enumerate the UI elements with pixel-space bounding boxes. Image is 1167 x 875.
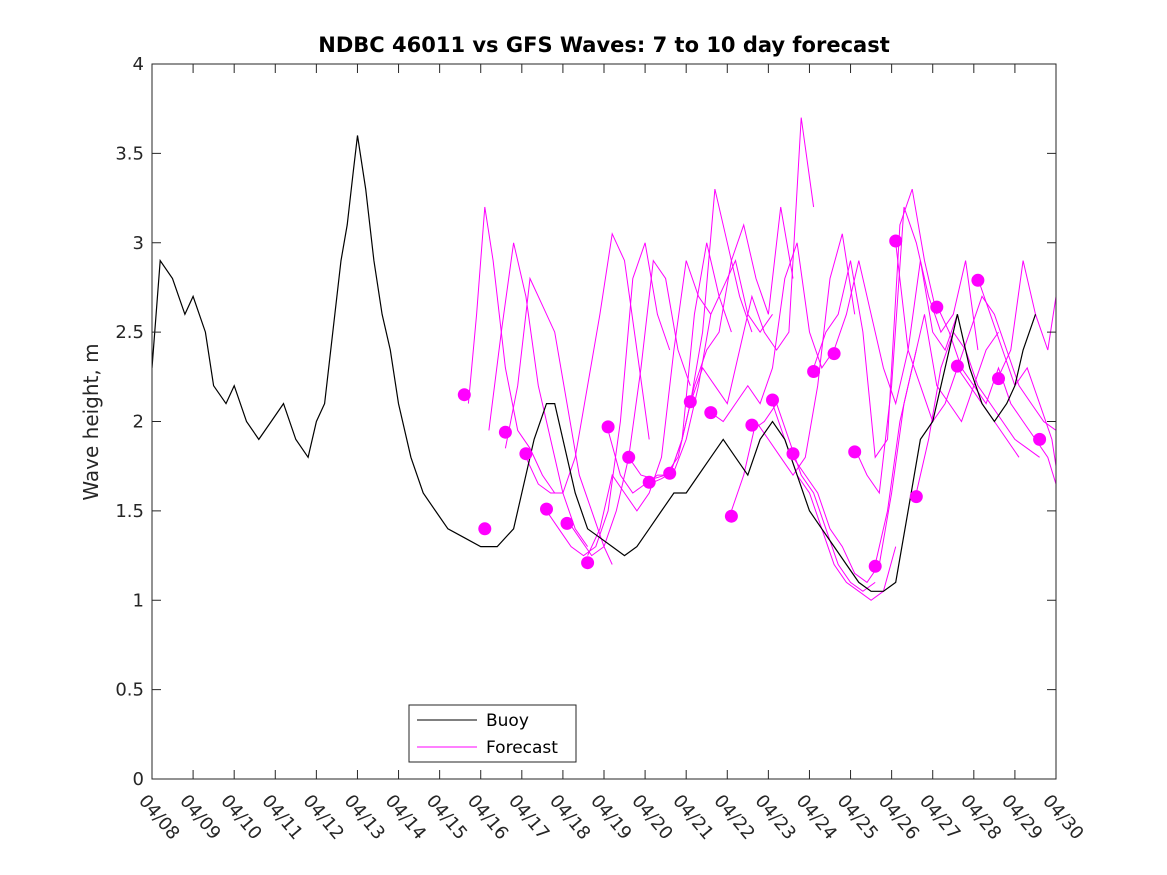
forecast-point xyxy=(786,447,800,461)
forecast-point xyxy=(601,420,615,434)
forecast-point xyxy=(498,425,512,439)
forecast-point xyxy=(457,388,471,402)
forecast-point xyxy=(971,273,985,287)
forecast-point xyxy=(519,447,533,461)
y-tick-label: 1 xyxy=(133,590,144,611)
plot-area xyxy=(152,117,1056,601)
data-series-group xyxy=(152,117,1056,601)
forecast-series-line-16 xyxy=(792,349,917,584)
forecast-point xyxy=(827,347,841,361)
forecast-point xyxy=(642,475,656,489)
forecast-point xyxy=(848,445,862,459)
forecast-point xyxy=(1033,432,1047,446)
forecast-series-line-3 xyxy=(525,232,650,494)
forecast-point xyxy=(663,466,677,480)
y-tick-label: 2 xyxy=(133,412,144,433)
y-axis-label: Wave height, m xyxy=(79,343,103,500)
y-tick-label: 1.5 xyxy=(115,501,144,522)
forecast-series-line-24 xyxy=(956,295,1056,431)
forecast-point xyxy=(622,450,636,464)
legend-buoy-label: Buoy xyxy=(486,711,529,731)
forecast-point xyxy=(683,395,697,409)
legend-forecast-label: Forecast xyxy=(486,738,558,758)
y-tick-label: 3 xyxy=(133,233,144,254)
legend: Buoy Forecast xyxy=(408,704,577,763)
forecast-series-line-14 xyxy=(751,402,876,592)
forecast-point xyxy=(950,359,964,373)
forecast-point xyxy=(704,406,718,420)
forecast-series-line-26 xyxy=(998,260,1056,378)
forecast-series-line-4 xyxy=(546,242,671,557)
forecast-point xyxy=(889,234,903,248)
legend-box xyxy=(408,704,577,763)
forecast-series-line-22 xyxy=(915,331,1040,494)
forecast-point xyxy=(724,509,738,523)
forecast-series-line-12 xyxy=(710,242,835,423)
forecast-series-line-13 xyxy=(730,233,856,512)
forecast-point xyxy=(581,556,595,570)
y-tick-label: 0 xyxy=(133,769,144,790)
forecast-point xyxy=(807,365,821,378)
forecast-point xyxy=(766,393,779,407)
forecast-point xyxy=(868,559,882,573)
forecast-series-line-17 xyxy=(813,188,938,459)
buoy-series-line xyxy=(152,135,1037,592)
y-tick-label: 4 xyxy=(133,54,144,75)
forecast-point xyxy=(540,502,553,516)
y-tick-label: 3.5 xyxy=(115,143,144,164)
y-tick-label: 2.5 xyxy=(115,322,144,343)
forecast-series-line-25 xyxy=(977,278,1056,467)
forecast-series-line-18 xyxy=(833,260,958,406)
forecast-point xyxy=(745,418,759,432)
forecast-point xyxy=(992,372,1005,386)
y-tick-label: 0.5 xyxy=(115,680,144,701)
forecast-point xyxy=(560,516,574,530)
forecast-series-line-6 xyxy=(587,260,712,556)
forecast-series-line-19 xyxy=(854,206,979,495)
forecast-series-line-2 xyxy=(504,276,613,565)
forecast-series-line-11 xyxy=(689,117,815,405)
forecast-point xyxy=(930,300,944,314)
chart-title: NDBC 46011 vs GFS Waves: 7 to 10 day for… xyxy=(318,33,889,57)
forecast-series-line-0 xyxy=(467,206,556,494)
forecast-point xyxy=(478,522,492,536)
forecast-series-line-1 xyxy=(488,242,589,547)
forecast-series-line-20 xyxy=(874,314,999,565)
forecast-point xyxy=(909,490,923,504)
